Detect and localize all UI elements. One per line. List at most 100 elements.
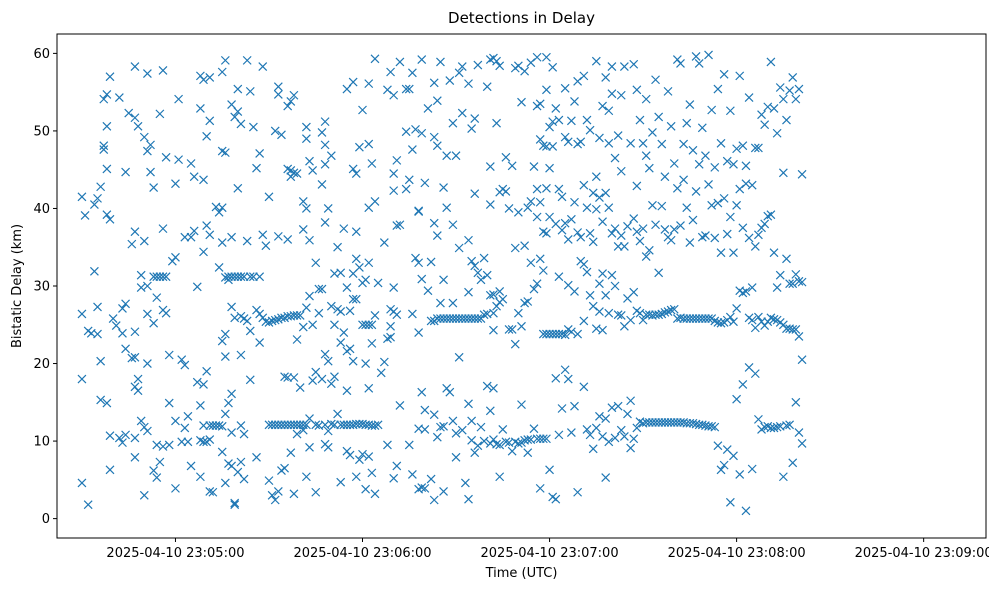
x-tick-label: 2025-04-10 23:06:00 [293,546,431,561]
y-tick-label: 0 [42,512,50,527]
data-point [750,242,760,251]
data-point [542,434,551,444]
data-point [660,307,670,317]
data-point [757,110,766,120]
data-point [710,162,720,172]
data-point [464,79,473,89]
data-point [336,420,346,430]
data-point [629,214,639,223]
data-point [635,115,645,125]
data-point [498,425,508,434]
data-point [177,355,187,365]
data-point [570,287,579,296]
data-point [595,133,604,143]
data-point [489,325,498,335]
data-point [186,461,196,471]
data-point [373,278,383,288]
data-point [545,163,554,173]
data-point [585,228,595,238]
data-point [535,254,545,264]
data-point [513,308,523,318]
y-axis-label: Bistatic Delay (km) [10,224,25,348]
data-point [591,423,601,433]
data-point [464,314,473,323]
data-point [479,310,489,320]
data-point [220,148,230,158]
data-point [118,438,127,448]
data-point [716,465,726,475]
data-point [489,290,498,299]
data-point [713,198,723,208]
data-point [672,418,682,427]
data-point [623,221,632,231]
data-point [710,233,720,243]
data-point [333,409,342,419]
data-point [183,411,193,421]
data-point [744,93,754,103]
data-point [404,175,414,185]
data-point [470,448,480,458]
data-point [476,275,486,285]
data-point [641,252,651,261]
data-point [127,239,137,249]
data-point [747,180,757,190]
data-point [108,314,118,323]
data-point [697,123,707,133]
data-point [451,151,461,161]
data-point [99,145,109,154]
data-point [679,175,689,185]
data-point [414,207,424,216]
data-point [93,329,102,339]
data-point [448,416,458,426]
data-point [523,297,533,306]
data-point [725,312,735,322]
data-point [174,155,184,165]
y-tick-label: 60 [33,47,50,62]
data-point [473,268,483,278]
data-point [754,414,763,424]
data-point [598,101,607,111]
data-point [579,382,589,392]
data-point [685,314,695,323]
data-point [199,380,208,389]
data-point [186,159,196,168]
data-point [180,360,190,370]
data-point [464,287,473,297]
data-point [492,56,501,66]
data-point [401,184,411,194]
data-point [454,243,464,253]
data-point [504,204,514,213]
data-point [348,356,358,366]
data-point [273,487,283,496]
data-point [548,62,558,72]
data-point [330,320,339,330]
data-point [551,494,561,504]
data-point [775,270,785,280]
data-point [538,329,548,339]
data-point [426,257,436,267]
data-point [317,128,327,137]
data-point [370,421,380,430]
data-point [464,235,473,245]
data-point [501,152,511,162]
data-point [573,487,583,497]
data-point [252,452,261,462]
data-point [557,192,567,202]
data-point [707,105,717,115]
data-point [629,59,639,69]
data-point [566,214,576,224]
data-point [598,269,607,279]
data-point [342,420,352,430]
data-point [579,180,589,190]
data-point [245,272,255,282]
data-point [701,314,710,323]
data-point [220,409,230,419]
data-point [298,224,308,234]
data-point [242,55,252,65]
data-point [747,464,757,474]
data-point [529,284,539,294]
data-point [258,230,268,240]
x-tick-label: 2025-04-10 23:05:00 [106,546,244,561]
data-point [379,238,389,248]
data-point [666,305,676,315]
